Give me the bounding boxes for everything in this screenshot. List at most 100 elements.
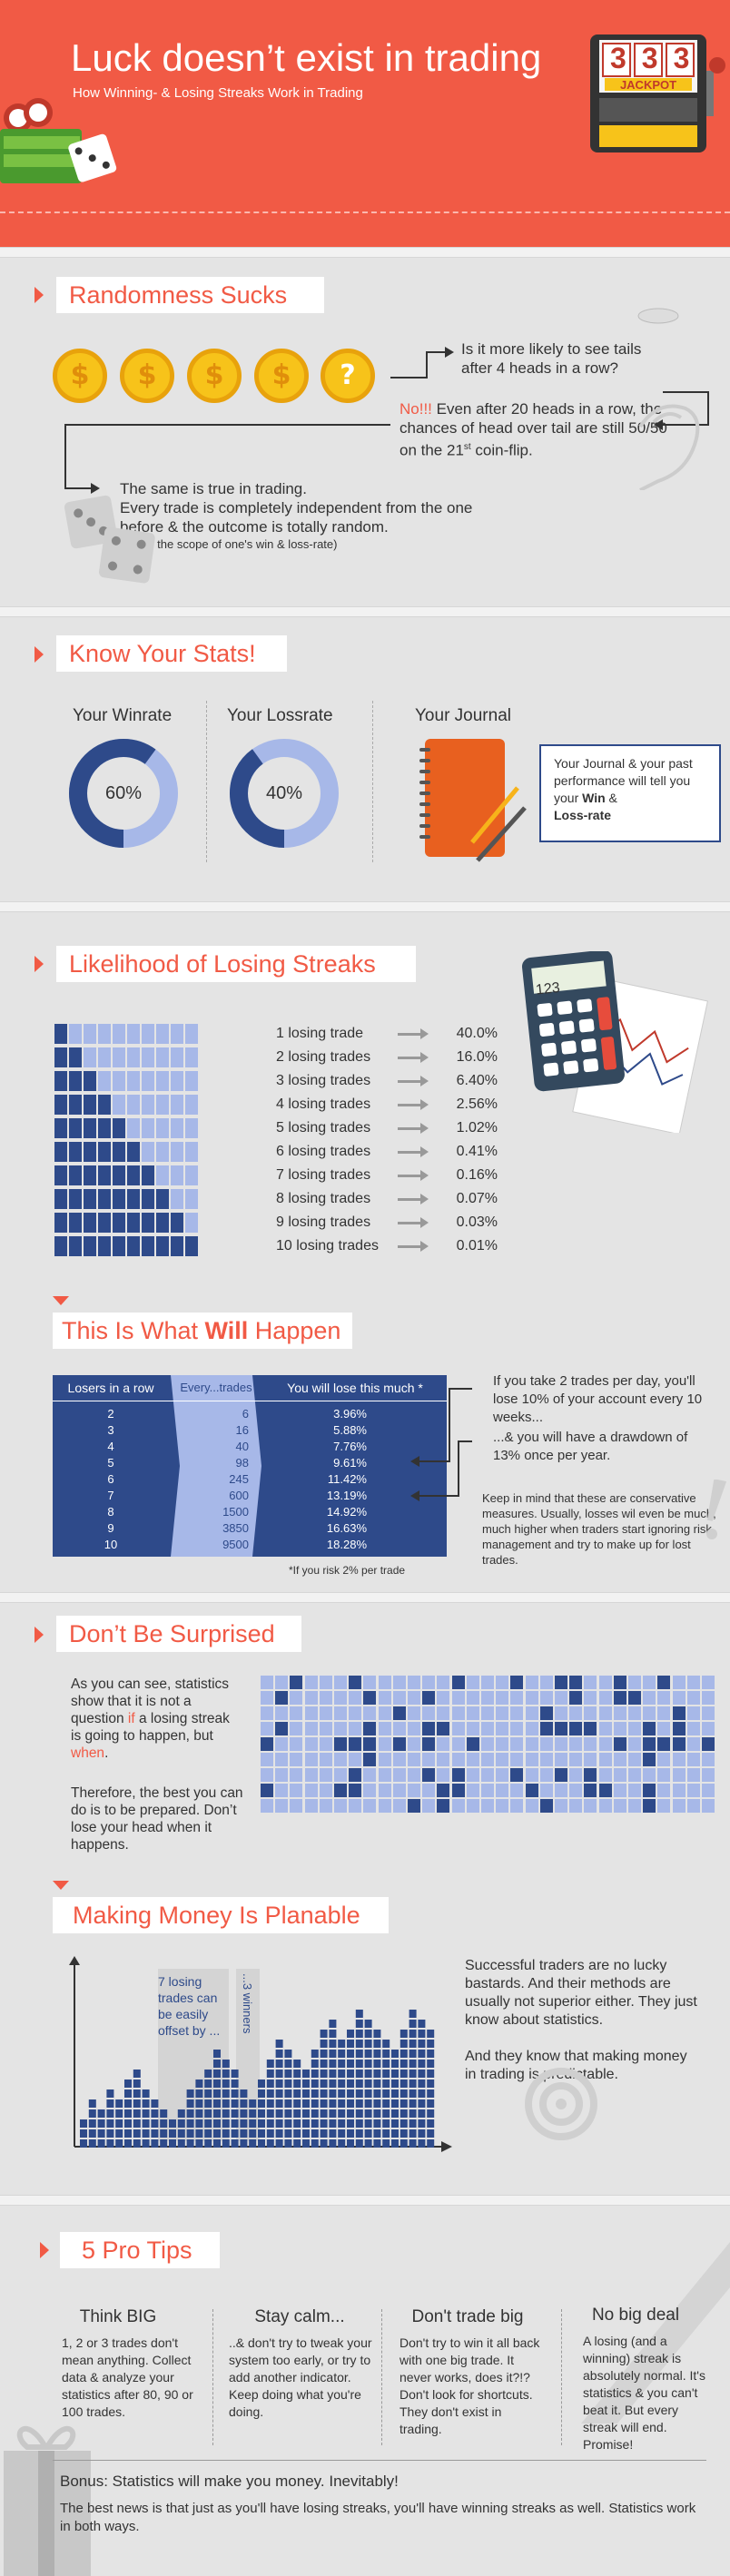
outcome-cell (261, 1768, 273, 1782)
equity-block (311, 2060, 319, 2068)
answer-superscript: st (463, 442, 471, 452)
outcome-cell (290, 1706, 303, 1720)
equity-block (204, 2109, 212, 2118)
outcome-cell (437, 1753, 450, 1766)
outcome-cell (334, 1753, 347, 1766)
equity-block (266, 2139, 274, 2148)
equity-block (418, 2050, 426, 2058)
equity-block (240, 2109, 248, 2118)
equity-block (275, 2040, 283, 2048)
streak-grid-cell (113, 1236, 125, 1256)
outcome-cell (334, 1722, 347, 1735)
note-two-trades: If you take 2 trades per day, you'll los… (493, 1373, 703, 1425)
outcome-cell (363, 1799, 377, 1813)
answer-body: Even after 20 heads in a row, the chance… (400, 400, 667, 459)
outcome-cell (555, 1753, 567, 1766)
outcome-cell (408, 1753, 420, 1766)
equity-block (249, 2109, 257, 2118)
outcome-cell (686, 1691, 700, 1705)
streak-grid-cell (54, 1236, 67, 1256)
equity-block (391, 2089, 399, 2098)
equity-block (355, 2070, 363, 2078)
outcome-cell (481, 1768, 494, 1782)
note-drawdown: ...& you will have a drawdown of 13% onc… (493, 1430, 688, 1463)
section-divider (0, 606, 730, 617)
outcome-cell (510, 1691, 524, 1705)
equity-block (427, 2079, 435, 2088)
equity-block (355, 2020, 363, 2028)
equity-block (338, 2060, 346, 2068)
equity-block (391, 2099, 399, 2108)
outcome-cell (304, 1737, 318, 1751)
streak-arrow-icon (398, 1170, 429, 1181)
equity-block (302, 2139, 310, 2148)
equity-block (311, 2139, 319, 2148)
equity-block (302, 2129, 310, 2138)
streak-grid-cell (142, 1071, 154, 1091)
streak-grid-cell (54, 1118, 67, 1138)
equity-block (240, 2099, 248, 2108)
outcome-cell (261, 1706, 273, 1720)
outcome-cell (392, 1691, 406, 1705)
header-banner: Luck doesn’t exist in trading How Winnin… (0, 0, 730, 247)
equity-block (213, 2139, 221, 2148)
outcome-cell (290, 1737, 303, 1751)
outcome-cell (496, 1722, 509, 1735)
lose-amount-cell: 3.96% (333, 1407, 367, 1421)
outcome-cell (451, 1753, 465, 1766)
outcome-cell (290, 1676, 303, 1689)
outcome-cell (569, 1691, 583, 1705)
outcome-cell (555, 1676, 567, 1689)
equity-block (418, 2040, 426, 2048)
answer-tail: coin-flip. (470, 441, 533, 459)
equity-block (266, 2070, 274, 2078)
section-marker-icon (35, 1627, 44, 1643)
outcome-cell (510, 1768, 524, 1782)
tip-divider (381, 2309, 382, 2445)
bonus-divider (53, 2460, 706, 2461)
equity-block (88, 2139, 96, 2148)
p1-when: when (71, 1745, 105, 1761)
equity-block (329, 2060, 337, 2068)
streak-grid-cell (156, 1213, 169, 1233)
equity-block (355, 2040, 363, 2048)
tip-body-2: ..& don't try to tweak your system too e… (229, 2335, 372, 2419)
outcome-cell (408, 1722, 420, 1735)
streak-grid-cell (84, 1236, 96, 1256)
equity-block (284, 2070, 292, 2078)
outcome-cell (392, 1722, 406, 1735)
outcome-cell (613, 1691, 626, 1705)
equity-block (409, 2119, 417, 2128)
streak-grid-cell (54, 1024, 67, 1044)
column-divider (206, 701, 207, 862)
streak-grid-cell (142, 1189, 154, 1209)
equity-block (409, 2129, 417, 2138)
equity-block (311, 2079, 319, 2088)
equity-block (382, 2079, 390, 2088)
equity-block (204, 2129, 212, 2138)
equity-block (195, 2079, 203, 2088)
streak-grid-cell (113, 1165, 125, 1185)
equity-block (391, 2129, 399, 2138)
equity-block (213, 2070, 221, 2078)
outcome-cell (702, 1691, 715, 1705)
equity-block (320, 2139, 328, 2148)
outcome-cell (643, 1753, 656, 1766)
outcome-cell (437, 1768, 450, 1782)
streak-grid-cell (127, 1095, 140, 1115)
outcome-cell (613, 1676, 626, 1689)
streak-grid-cell (185, 1189, 198, 1209)
outcome-cell (481, 1737, 494, 1751)
streak-probability: 0.07% (456, 1191, 498, 1206)
equity-block (106, 2139, 114, 2148)
losers-cell: 6 (107, 1472, 114, 1486)
every-trades-cell: 98 (235, 1456, 249, 1470)
equity-block (106, 2109, 114, 2118)
outcome-cell (422, 1799, 436, 1813)
equity-block (124, 2119, 132, 2128)
equity-block (311, 2070, 319, 2078)
equity-block (311, 2129, 319, 2138)
equity-block (427, 2089, 435, 2098)
outcome-cell (686, 1706, 700, 1720)
outcome-cell (569, 1676, 583, 1689)
